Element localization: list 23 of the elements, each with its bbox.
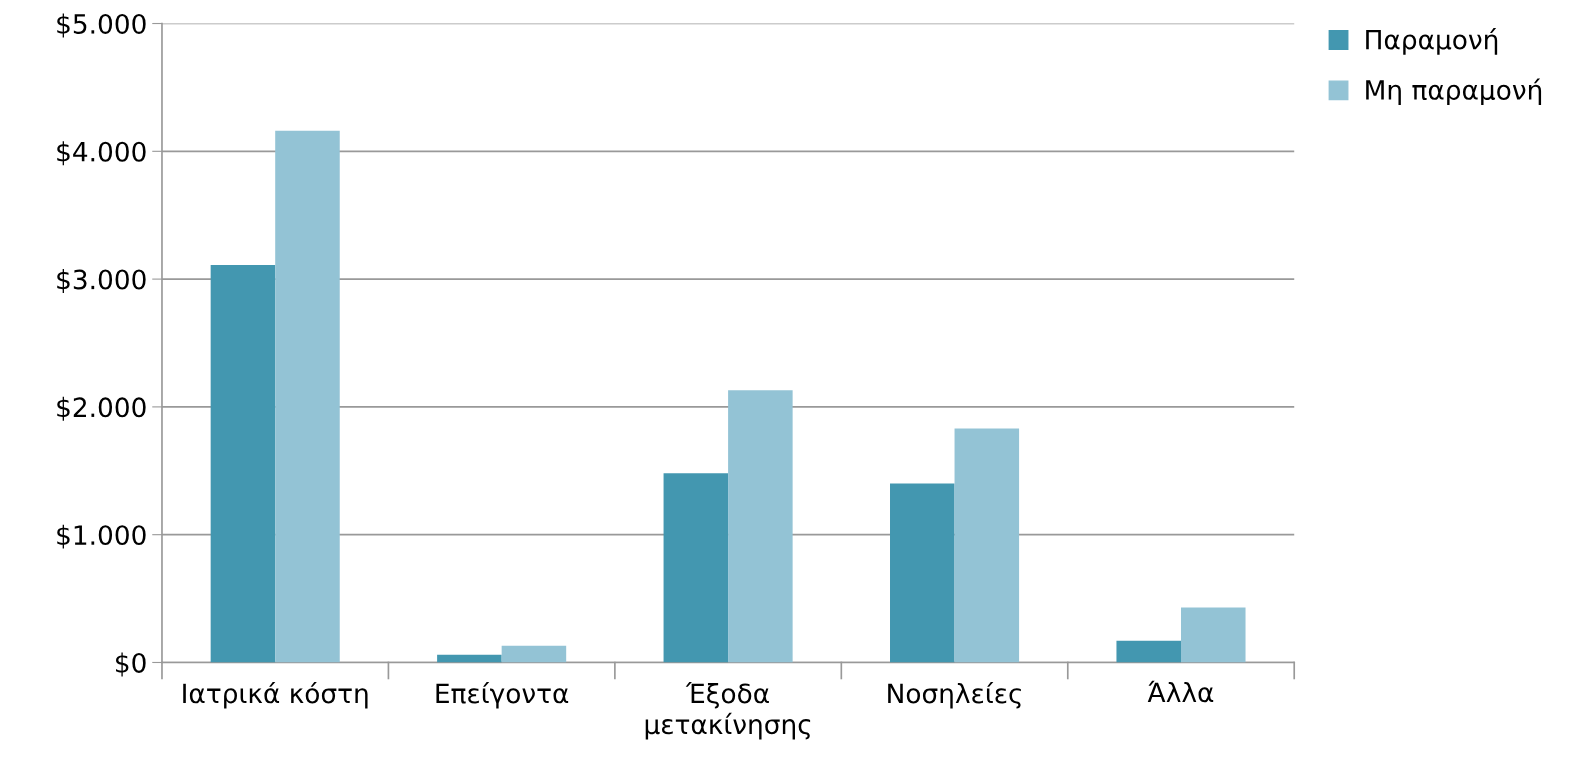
legend-label: Μη παραμονή xyxy=(1366,78,1542,106)
x-tick-label: Ιατρικά κόστη xyxy=(183,681,368,709)
bar xyxy=(437,654,502,663)
y-tick-label: $2.000 xyxy=(57,396,146,421)
bar xyxy=(1116,640,1181,663)
legend-label: Παραμονή xyxy=(1366,28,1498,55)
bar xyxy=(501,645,567,663)
bar xyxy=(728,390,793,663)
x-tick-label: Επείγοντα xyxy=(436,681,569,709)
bar xyxy=(210,265,276,663)
y-tick-label: $4.000 xyxy=(57,141,146,166)
x-tick-label: Άλλα xyxy=(1147,680,1214,703)
bar xyxy=(1181,607,1246,663)
x-tick-label: Έξοδα μετακίνησης xyxy=(645,681,811,740)
bar xyxy=(275,130,340,663)
y-tick-label: $1.000 xyxy=(57,524,146,549)
y-tick-label: $5.000 xyxy=(57,13,146,38)
bar xyxy=(954,428,1020,663)
x-tick-label: Νοσηλείες xyxy=(888,681,1021,709)
bar xyxy=(890,483,955,663)
bar xyxy=(663,473,729,663)
y-tick-label: $3.000 xyxy=(57,269,146,294)
y-tick-label: $0 xyxy=(116,652,146,677)
